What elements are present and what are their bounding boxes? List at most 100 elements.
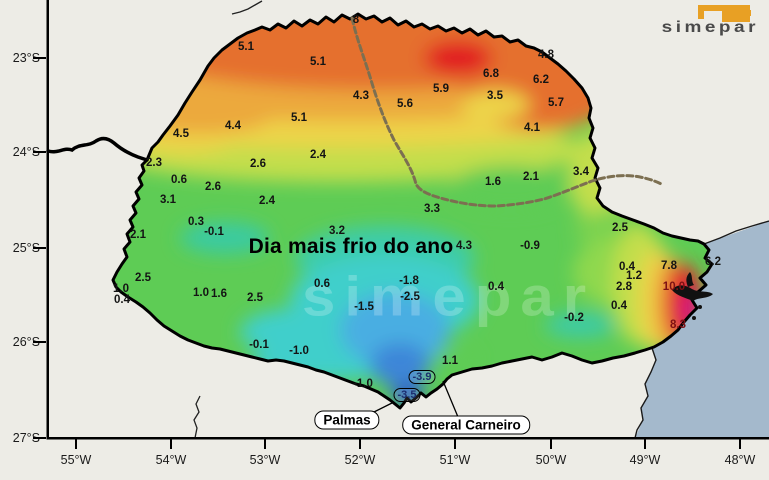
temp-value-label: 2.6: [250, 158, 266, 170]
min-temp-callout-general-carneiro: -3.9: [408, 370, 436, 384]
temp-value-label: -0.1: [204, 226, 224, 238]
ocean: [634, 220, 769, 439]
latitude-tick: [33, 437, 46, 439]
temp-value-label: 2.5: [612, 222, 628, 234]
temp-value-label: 3.2: [329, 225, 345, 237]
river-dashed: [350, 16, 665, 208]
temp-value-label: 3.1: [160, 194, 176, 206]
temp-value-label: -0.9: [520, 240, 540, 252]
min-temp-callout-palmas: -3.5: [393, 388, 421, 402]
temp-value-label: 4.1: [524, 122, 540, 134]
latitude-label: 24°S: [12, 145, 40, 159]
temp-value-label: 1.1: [442, 355, 458, 367]
temp-value-label: 5.1: [238, 41, 254, 53]
latitude-label: 25°S: [12, 241, 40, 255]
temp-value-label: 0.3: [188, 216, 204, 228]
coastline: [634, 220, 769, 439]
temp-value-label: -1.5: [354, 301, 374, 313]
temp-value-label: 2.6: [205, 181, 221, 193]
temp-value-label: -2.5: [400, 291, 420, 303]
temp-value-label: 3.3: [424, 203, 440, 215]
longitude-label: 48°W: [724, 453, 756, 467]
temp-value-label: 7.8: [661, 260, 677, 272]
latitude-label: 23°S: [12, 51, 40, 65]
longitude-label: 53°W: [249, 453, 281, 467]
map-title: Dia mais frio do ano: [248, 235, 454, 258]
temp-value-label: 0.4: [611, 300, 627, 312]
temp-value-label: 3.5: [487, 90, 503, 102]
temp-value-label: -0.2: [564, 312, 584, 324]
latitude-label: 26°S: [12, 335, 40, 349]
temp-value-label: -1.0: [353, 378, 373, 390]
temperature-heat-layer: [113, 14, 712, 408]
temp-value-label: 1.2: [626, 270, 642, 282]
temp-value-label: 0.6: [314, 278, 330, 290]
longitude-label: 54°W: [155, 453, 187, 467]
temp-value-label: 1.6: [211, 288, 227, 300]
temp-value-label: 5.1: [310, 56, 326, 68]
temp-value-label: 4.8: [538, 49, 554, 61]
longitude-tick: [359, 439, 361, 449]
temp-value-label: 2.1: [130, 229, 146, 241]
latitude-tick: [33, 57, 46, 59]
temp-value-label: 2.4: [259, 195, 275, 207]
temp-value-label: 4.3: [456, 240, 472, 252]
temp-value-label: 1.0: [113, 283, 129, 295]
longitude-tick: [550, 439, 552, 449]
temp-value-label: 2.8: [616, 281, 632, 293]
temp-value-label: 0.4: [619, 261, 635, 273]
longitude-tick: [454, 439, 456, 449]
temp-value-label: 4.5: [173, 128, 189, 140]
temp-value-label: 5.7: [548, 97, 564, 109]
simepar-watermark: simepar: [302, 265, 596, 328]
temp-value-label: -1.8: [399, 275, 419, 287]
latitude-label: 27°S: [12, 431, 40, 445]
longitude-label: 55°W: [60, 453, 92, 467]
temp-value-label: 4.4: [225, 120, 241, 132]
longitude-tick: [75, 439, 77, 449]
temp-value-label: -0.1: [249, 339, 269, 351]
temp-value-label: 6.8: [483, 68, 499, 80]
temp-value-label: 10.0: [662, 281, 686, 293]
longitude-label: 50°W: [535, 453, 567, 467]
temp-value-label: 2.5: [135, 272, 151, 284]
longitude-label: 49°W: [629, 453, 661, 467]
city-label-palmas: Palmas: [314, 410, 380, 430]
temp-value-label: -1.0: [289, 345, 309, 357]
temp-value-label: 0.4: [114, 294, 130, 306]
temp-value-label: 1.0: [193, 287, 209, 299]
latitude-tick: [33, 151, 46, 153]
simepar-logo-text: simepar: [661, 18, 759, 37]
temp-value-label: 5.6: [397, 98, 413, 110]
simepar-logo: simepar: [603, 3, 763, 45]
state-border: [111, 12, 714, 410]
longitude-tick: [170, 439, 172, 449]
longitude-tick: [644, 439, 646, 449]
latitude-tick: [33, 341, 46, 343]
city-label-general-carneiro: General Carneiro: [402, 415, 530, 435]
longitude-tick: [264, 439, 266, 449]
temp-value-label: 6.2: [705, 256, 721, 268]
bay-islands: [672, 272, 713, 320]
simepar-logo-icon: [695, 4, 757, 27]
temp-value-label: 8.3: [670, 319, 686, 331]
longitude-label: 51°W: [439, 453, 471, 467]
latitude-tick: [33, 247, 46, 249]
temp-value-label: 2.5: [247, 292, 263, 304]
temp-value-label: 5.9: [433, 83, 449, 95]
temp-value-label: 0.4: [488, 281, 504, 293]
temp-value-label: 2.3: [146, 157, 162, 169]
neighbor-borders: [193, 0, 263, 439]
temp-value-label: 6.2: [533, 74, 549, 86]
temp-value-label: 0.6: [171, 174, 187, 186]
temp-value-label: 1.6: [485, 176, 501, 188]
longitude-tick: [739, 439, 741, 449]
river-parana: [46, 136, 149, 162]
temp-value-label: 3.4: [573, 166, 589, 178]
longitude-label: 52°W: [344, 453, 376, 467]
temp-value-label: 2.1: [523, 171, 539, 183]
temp-value-label: 4.3: [353, 90, 369, 102]
temp-value-label: 2.4: [310, 149, 326, 161]
